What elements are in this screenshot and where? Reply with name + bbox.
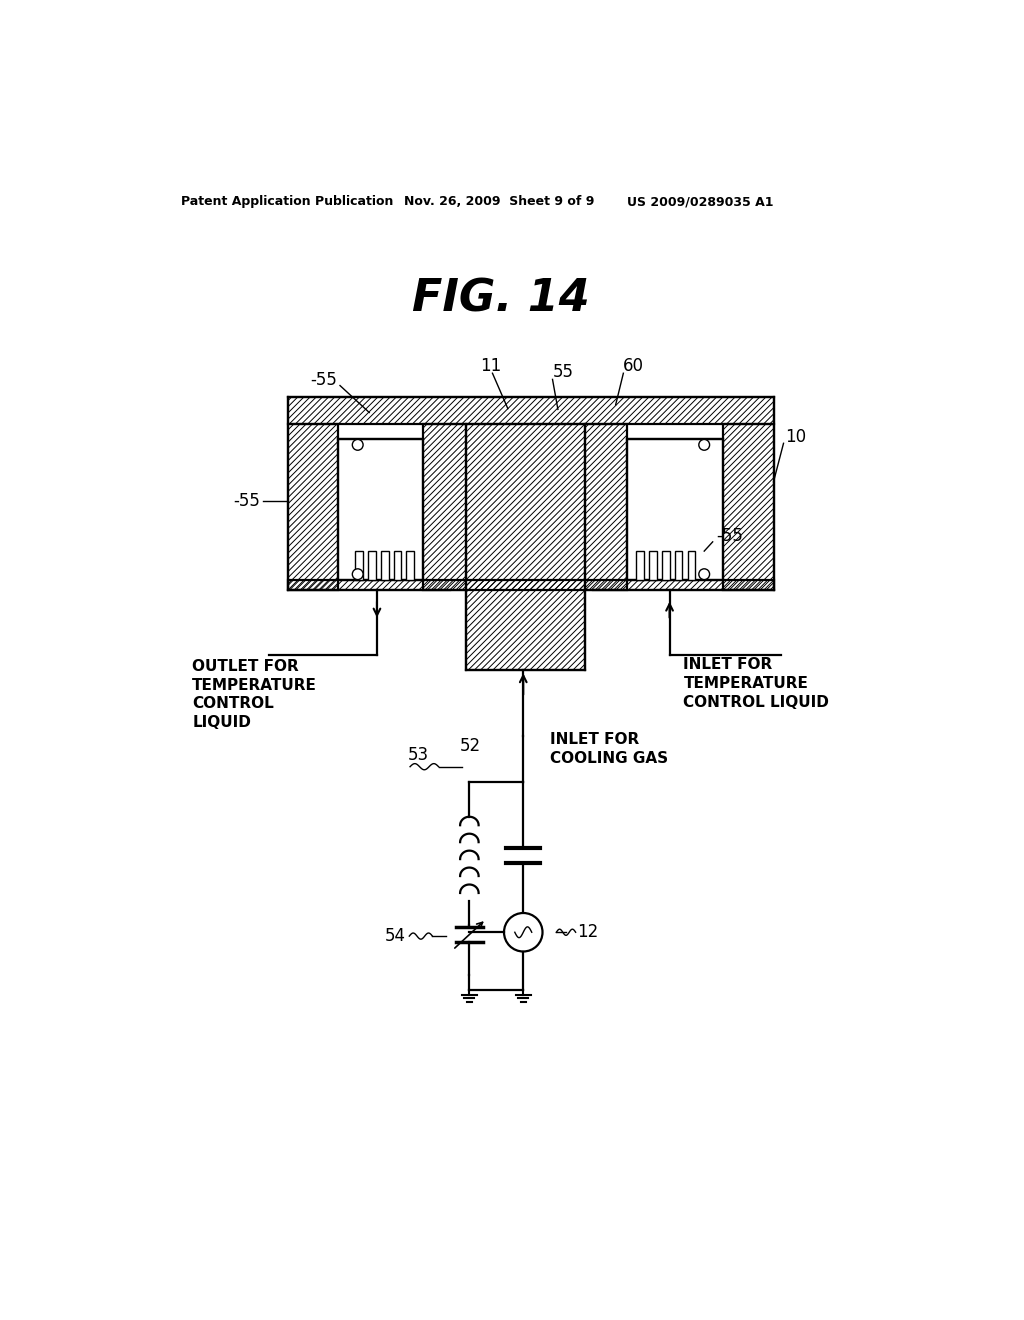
Text: US 2009/0289035 A1: US 2009/0289035 A1 bbox=[628, 195, 774, 209]
Circle shape bbox=[352, 569, 364, 579]
Bar bbox=[628, 440, 724, 581]
Bar bbox=[339, 440, 423, 581]
Circle shape bbox=[698, 440, 710, 450]
Text: Nov. 26, 2009  Sheet 9 of 9: Nov. 26, 2009 Sheet 9 of 9 bbox=[403, 195, 594, 209]
Circle shape bbox=[698, 569, 710, 579]
Text: Patent Application Publication: Patent Application Publication bbox=[180, 195, 393, 209]
Bar bbox=[368, 552, 376, 581]
Bar bbox=[649, 552, 656, 581]
Text: 10: 10 bbox=[785, 428, 806, 446]
Bar bbox=[393, 552, 401, 581]
Text: 60: 60 bbox=[624, 358, 644, 375]
Text: INLET FOR
COOLING GAS: INLET FOR COOLING GAS bbox=[550, 733, 669, 766]
Text: 53: 53 bbox=[408, 746, 429, 764]
Text: INLET FOR
TEMPERATURE
CONTROL LIQUID: INLET FOR TEMPERATURE CONTROL LIQUID bbox=[683, 657, 829, 710]
Bar bbox=[355, 552, 362, 581]
Text: FIG. 14: FIG. 14 bbox=[412, 277, 590, 321]
Bar bbox=[662, 552, 670, 581]
Circle shape bbox=[504, 913, 543, 952]
Text: 11: 11 bbox=[480, 358, 502, 375]
Bar bbox=[675, 552, 682, 581]
Text: 54: 54 bbox=[385, 927, 407, 945]
Circle shape bbox=[352, 440, 364, 450]
Bar bbox=[407, 552, 414, 581]
Text: -55: -55 bbox=[716, 527, 742, 545]
Text: -55: -55 bbox=[233, 492, 260, 510]
Text: -55: -55 bbox=[310, 371, 337, 389]
Text: 55: 55 bbox=[553, 363, 573, 381]
Bar bbox=[381, 552, 388, 581]
Bar bbox=[687, 552, 695, 581]
Bar bbox=[636, 552, 644, 581]
Text: OUTLET FOR
TEMPERATURE
CONTROL
LIQUID: OUTLET FOR TEMPERATURE CONTROL LIQUID bbox=[193, 659, 317, 730]
Text: 52: 52 bbox=[460, 737, 481, 755]
Text: 12: 12 bbox=[578, 923, 598, 941]
